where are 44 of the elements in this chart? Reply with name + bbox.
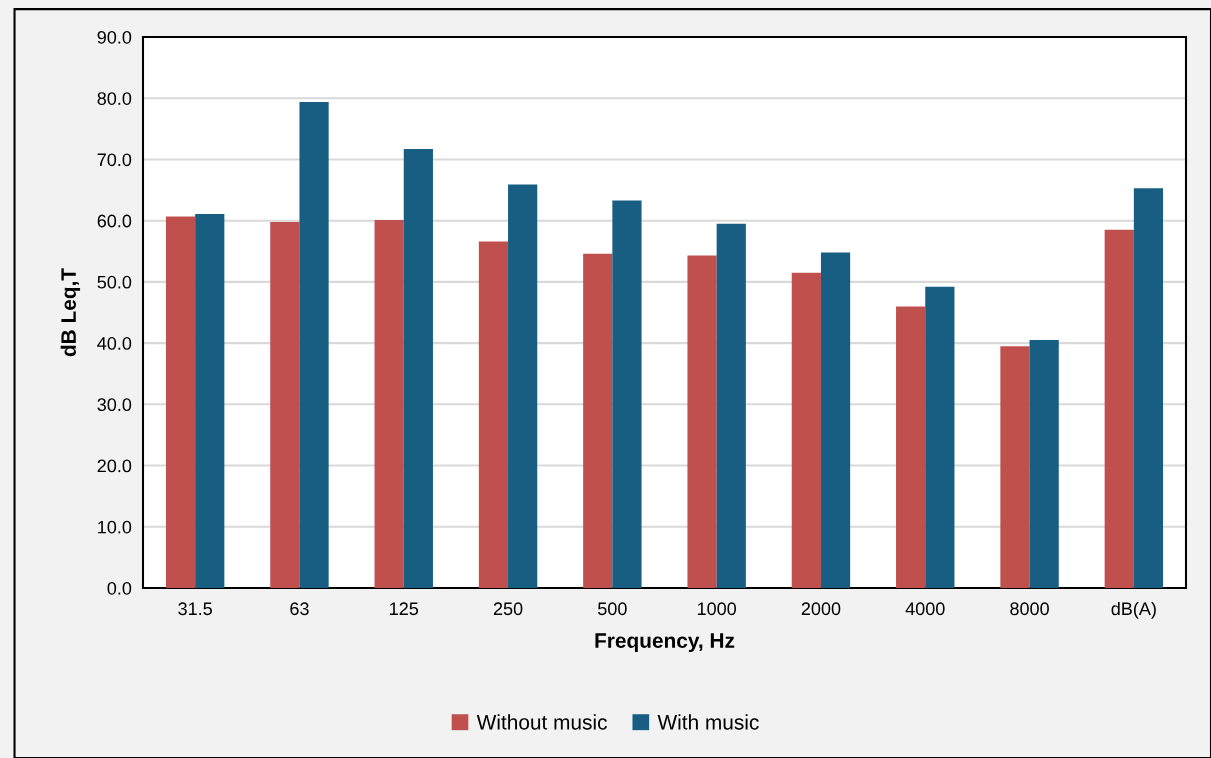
x-tick-label: 4000 (905, 602, 945, 616)
y-tick-label: 80.0 (97, 92, 132, 105)
y-tick-label: 60.0 (97, 214, 132, 228)
bar (1104, 229, 1134, 588)
bar (165, 216, 196, 588)
x-tick-label: 250 (493, 602, 523, 616)
y-tick-label: 0.0 (107, 581, 132, 595)
bar (478, 241, 509, 588)
y-tick-label: 50.0 (97, 275, 132, 289)
bar (403, 149, 433, 588)
y-axis-title: dB Leq,T (60, 268, 81, 357)
x-tick-label: 125 (390, 602, 419, 616)
bar (1029, 340, 1059, 588)
bar (374, 220, 404, 588)
y-tick-label: 20.0 (97, 459, 132, 473)
bar (583, 253, 613, 588)
legend-label: With music (657, 714, 759, 730)
x-tick-label: 63 (290, 602, 309, 616)
y-tick-label: 30.0 (97, 398, 132, 412)
bar (270, 221, 300, 588)
x-tick-label: 500 (598, 602, 627, 616)
bar (820, 252, 851, 588)
bar (1133, 188, 1164, 588)
bar (1000, 346, 1030, 588)
bar (299, 101, 329, 588)
x-tick-label: 8000 (1010, 602, 1049, 616)
y-tick-label: 90.0 (97, 30, 132, 44)
x-tick-label: 2000 (801, 602, 841, 616)
bar (195, 213, 225, 588)
bar (716, 223, 746, 588)
y-tick-label: 70.0 (97, 153, 132, 167)
y-tick-label: 40.0 (97, 337, 132, 350)
x-tick-label: dB(A) (1111, 601, 1156, 619)
y-tick-label: 10.0 (98, 520, 132, 534)
bar (791, 272, 821, 588)
x-axis-title: Frequency, Hz (595, 633, 735, 653)
bar (687, 255, 717, 588)
bar (508, 184, 538, 588)
legend-label: Without music (476, 714, 607, 730)
bar (612, 200, 642, 588)
x-tick-label: 1000 (697, 602, 737, 616)
bar (896, 306, 926, 588)
x-tick-label: 31.5 (178, 602, 212, 616)
bar (925, 286, 955, 588)
